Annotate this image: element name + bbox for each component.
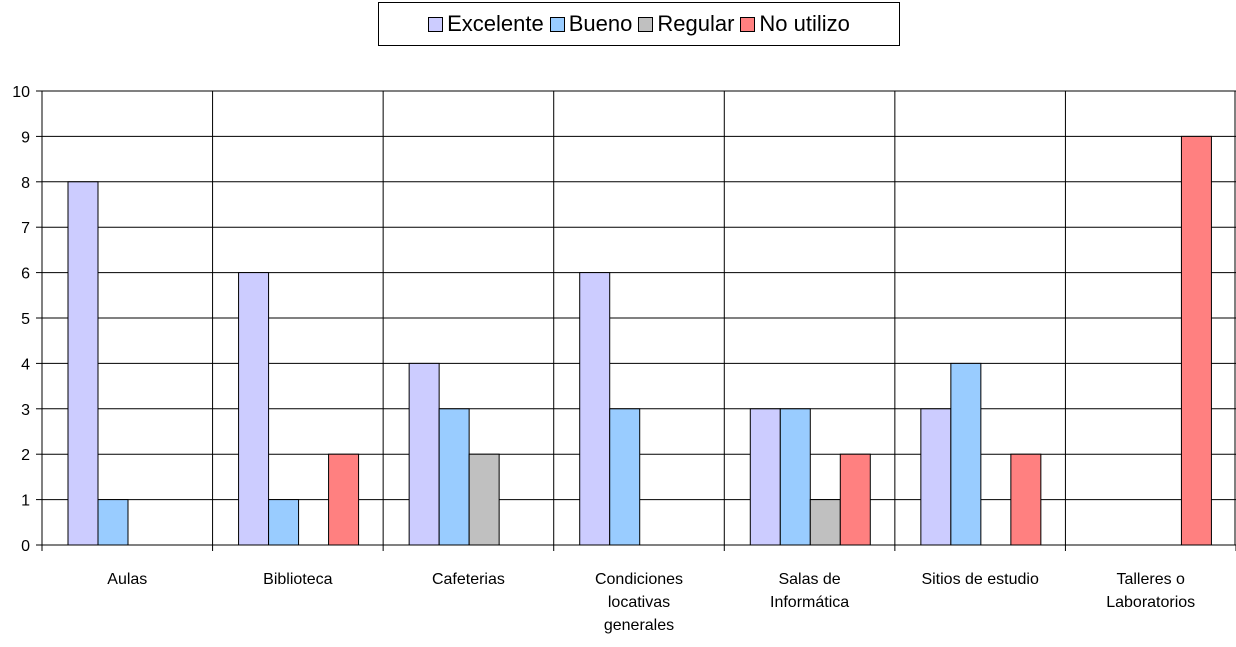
bar-no-utilizo bbox=[1180, 135, 1212, 546]
y-tick-label: 9 bbox=[21, 129, 30, 146]
legend-swatch-excelente bbox=[428, 16, 444, 32]
x-tick-label-line: Condiciones bbox=[595, 571, 683, 588]
y-tick-label: 2 bbox=[21, 447, 30, 464]
bar-bueno bbox=[97, 499, 129, 546]
x-tick-label-line: generales bbox=[604, 617, 674, 634]
x-tick-label-line: Talleres o bbox=[1116, 571, 1185, 588]
bar-bueno bbox=[268, 499, 300, 546]
x-tick-label-line: Informática bbox=[770, 594, 849, 611]
legend-swatch-bueno bbox=[549, 16, 565, 32]
bar-excelente bbox=[749, 408, 781, 546]
bar-excelente bbox=[67, 181, 99, 546]
y-tick-label: 10 bbox=[12, 84, 30, 101]
y-tick-label: 8 bbox=[21, 175, 30, 192]
y-tick-label: 0 bbox=[21, 538, 30, 555]
legend-item-excelente: Excelente bbox=[428, 11, 544, 37]
x-tick-label-line: Aulas bbox=[107, 571, 147, 588]
bar-regular bbox=[468, 453, 500, 546]
legend-label-regular: Regular bbox=[657, 11, 735, 36]
legend-item-regular: Regular bbox=[638, 11, 734, 37]
x-tick-label: Condiciones locativas generales bbox=[595, 571, 683, 634]
x-tick-label: Salas de Informática bbox=[770, 571, 849, 611]
legend-swatch-regular bbox=[638, 16, 654, 32]
x-tick-label-line: Cafeterias bbox=[432, 571, 505, 588]
bar-regular bbox=[809, 499, 841, 546]
x-tick-label: Cafeterias bbox=[432, 571, 505, 588]
bar-excelente bbox=[579, 272, 611, 546]
x-tick-label: Sitios de estudio bbox=[921, 571, 1039, 588]
legend-label-excelente: Excelente bbox=[447, 11, 544, 36]
x-tick-label-line: locativas bbox=[608, 594, 670, 611]
bar-bueno bbox=[609, 408, 641, 546]
legend-label-no-utilizo: No utilizo bbox=[759, 11, 850, 36]
x-tick-label: Aulas bbox=[107, 571, 147, 588]
bar-excelente bbox=[408, 362, 440, 546]
legend-label-bueno: Bueno bbox=[568, 11, 633, 36]
legend-item-bueno: Bueno bbox=[549, 11, 633, 37]
legend-swatch-no-utilizo bbox=[740, 16, 756, 32]
y-tick-label: 3 bbox=[21, 402, 30, 419]
y-tick-label: 5 bbox=[21, 311, 30, 328]
bar-no-utilizo bbox=[1010, 453, 1042, 546]
y-tick-label: 1 bbox=[21, 493, 30, 510]
bar-bueno bbox=[779, 408, 811, 546]
x-tick-label-line: Salas de bbox=[778, 571, 840, 588]
chart-legend: Excelente Bueno Regular No utilizo bbox=[378, 2, 900, 46]
x-tick-label: Talleres o Laboratorios bbox=[1106, 571, 1195, 611]
y-tick-label: 4 bbox=[21, 356, 30, 373]
y-tick-label: 6 bbox=[21, 266, 30, 283]
x-tick-label-line: Biblioteca bbox=[263, 571, 332, 588]
bar-no-utilizo bbox=[328, 453, 360, 546]
bar-no-utilizo bbox=[839, 453, 871, 546]
y-tick-label: 7 bbox=[21, 220, 30, 237]
bar-excelente bbox=[920, 408, 952, 546]
bar-excelente bbox=[238, 272, 270, 546]
bar-bueno bbox=[438, 408, 470, 546]
bar-bueno bbox=[950, 362, 982, 546]
x-tick-label-line: Sitios de estudio bbox=[921, 571, 1039, 588]
x-tick-label: Biblioteca bbox=[263, 571, 332, 588]
legend-item-no-utilizo: No utilizo bbox=[740, 11, 850, 37]
x-tick-label-line: Laboratorios bbox=[1106, 594, 1195, 611]
